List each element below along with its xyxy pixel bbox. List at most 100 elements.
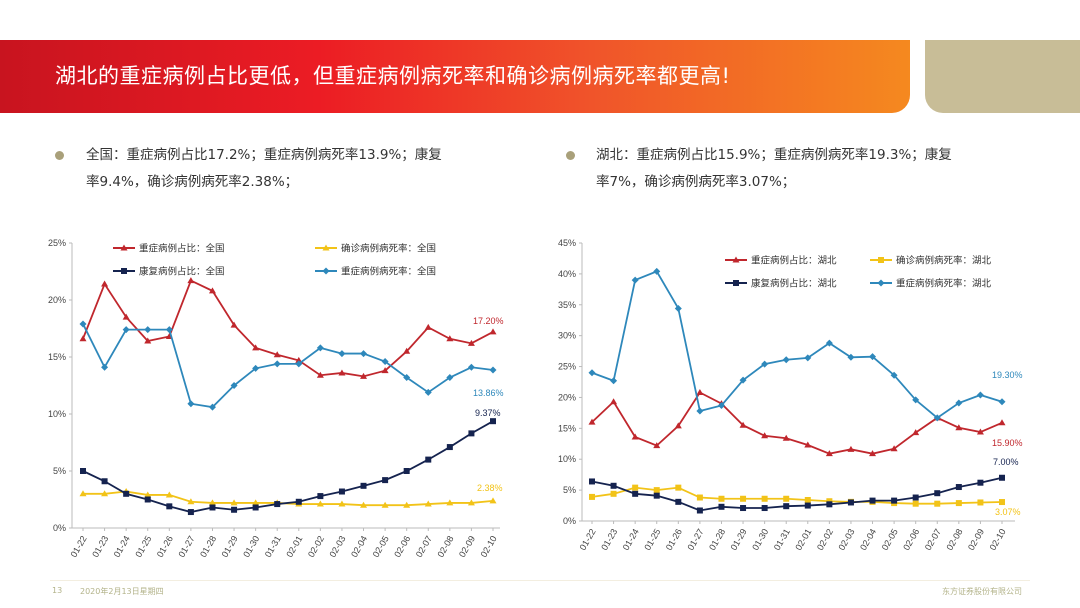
square-marker xyxy=(847,499,854,506)
triangle-marker xyxy=(79,335,87,342)
legend-label: 康复病例占比：全国 xyxy=(139,266,225,278)
diamond-marker xyxy=(489,366,497,374)
triangle-marker xyxy=(696,389,704,396)
triangle-marker xyxy=(252,499,260,506)
square-marker xyxy=(977,479,984,486)
summary-hubei: 湖北：重症病例占比15.9%；重症病例病死率19.3%；康复 率7%，确诊病例病… xyxy=(596,142,1016,196)
square-marker xyxy=(632,484,639,491)
x-tick-label: 02-02 xyxy=(815,527,835,552)
x-tick-label: 02-04 xyxy=(858,527,878,552)
diamond-marker xyxy=(252,364,260,372)
diamond-marker xyxy=(424,388,432,396)
triangle-marker xyxy=(122,313,130,320)
triangle-marker xyxy=(732,256,740,263)
y-tick-label: 40% xyxy=(558,269,576,279)
square-marker xyxy=(632,490,639,497)
end-value-label: 2.38% xyxy=(477,483,503,493)
square-marker xyxy=(187,509,194,516)
square-marker xyxy=(878,257,884,263)
bullet-icon xyxy=(55,151,64,160)
diamond-marker xyxy=(360,350,368,358)
square-marker xyxy=(891,497,898,504)
diamond-marker xyxy=(230,382,238,389)
triangle-marker xyxy=(782,434,790,441)
square-marker xyxy=(912,500,919,507)
triangle-marker xyxy=(101,490,109,497)
square-marker xyxy=(295,498,302,505)
square-marker xyxy=(101,478,108,485)
legend-label: 重症病例占比：湖北 xyxy=(751,255,837,267)
y-tick-label: 45% xyxy=(558,238,576,248)
square-marker xyxy=(468,430,475,437)
square-marker xyxy=(653,487,660,494)
x-tick-label: 01-23 xyxy=(90,534,110,559)
footer-page: 13 xyxy=(52,586,63,595)
triangle-marker xyxy=(338,500,346,507)
triangle-marker xyxy=(804,441,812,448)
diamond-marker xyxy=(273,360,281,368)
diamond-marker xyxy=(912,396,920,404)
square-marker xyxy=(999,499,1005,506)
square-marker xyxy=(382,477,389,484)
diamond-marker xyxy=(187,400,195,408)
x-tick-label: 01-28 xyxy=(707,527,727,552)
x-tick-label: 02-08 xyxy=(944,527,964,552)
x-tick-label: 02-04 xyxy=(349,534,369,559)
square-marker xyxy=(589,493,595,500)
x-tick-label: 01-22 xyxy=(69,534,89,559)
square-marker xyxy=(934,490,941,497)
end-value-label: 7.00% xyxy=(993,457,1019,467)
square-marker xyxy=(610,482,617,489)
x-tick-label: 02-01 xyxy=(793,527,813,552)
x-tick-label: 01-26 xyxy=(155,534,175,559)
triangle-marker xyxy=(273,351,281,358)
square-marker xyxy=(696,494,703,501)
square-marker xyxy=(252,504,259,511)
x-tick-label: 01-27 xyxy=(685,527,705,552)
triangle-marker xyxy=(446,335,454,342)
diamond-marker xyxy=(610,377,618,385)
y-tick-label: 15% xyxy=(558,423,576,433)
square-marker xyxy=(317,493,324,500)
triangle-marker xyxy=(467,499,475,506)
legend-label: 重症病例病死率：全国 xyxy=(341,266,436,278)
triangle-marker xyxy=(446,499,454,506)
square-marker xyxy=(653,492,660,499)
diamond-marker xyxy=(295,360,303,368)
triangle-marker xyxy=(187,277,195,284)
square-marker xyxy=(718,503,725,510)
chart-national: 0%5%10%15%20%25%01-22 01-23 01-24 01-25 01-2… xyxy=(48,238,504,559)
square-marker xyxy=(718,495,725,502)
triangle-marker xyxy=(144,337,152,344)
diamond-marker xyxy=(674,304,682,312)
square-marker xyxy=(610,490,617,497)
diamond-marker xyxy=(144,326,152,334)
x-tick-label: 01-30 xyxy=(241,534,261,559)
triangle-marker xyxy=(631,433,639,440)
y-tick-label: 20% xyxy=(48,295,66,305)
x-tick-label: 01-31 xyxy=(772,527,792,552)
triangle-marker xyxy=(424,500,432,507)
diamond-marker xyxy=(998,398,1006,406)
triangle-marker xyxy=(316,500,324,507)
summary-line: 率9.4%，确诊病例病死率2.38%； xyxy=(86,174,299,190)
diamond-marker xyxy=(825,339,833,347)
square-marker xyxy=(425,456,432,463)
diamond-marker xyxy=(101,363,109,371)
x-tick-label: 01-26 xyxy=(664,527,684,552)
legend-label: 重症病例占比：全国 xyxy=(139,243,225,255)
end-value-label: 19.30% xyxy=(992,370,1023,380)
triangle-marker xyxy=(381,501,389,508)
square-marker xyxy=(740,495,747,502)
diamond-marker xyxy=(877,279,885,287)
square-marker xyxy=(166,503,173,510)
diamond-marker xyxy=(890,371,898,379)
diamond-marker xyxy=(165,326,173,334)
triangle-marker xyxy=(322,244,330,251)
diamond-marker xyxy=(122,326,130,334)
x-tick-label: 01-30 xyxy=(750,527,770,552)
bullet-icon xyxy=(566,151,575,160)
square-marker xyxy=(733,280,739,286)
triangle-marker xyxy=(187,498,195,505)
square-marker xyxy=(360,482,367,489)
